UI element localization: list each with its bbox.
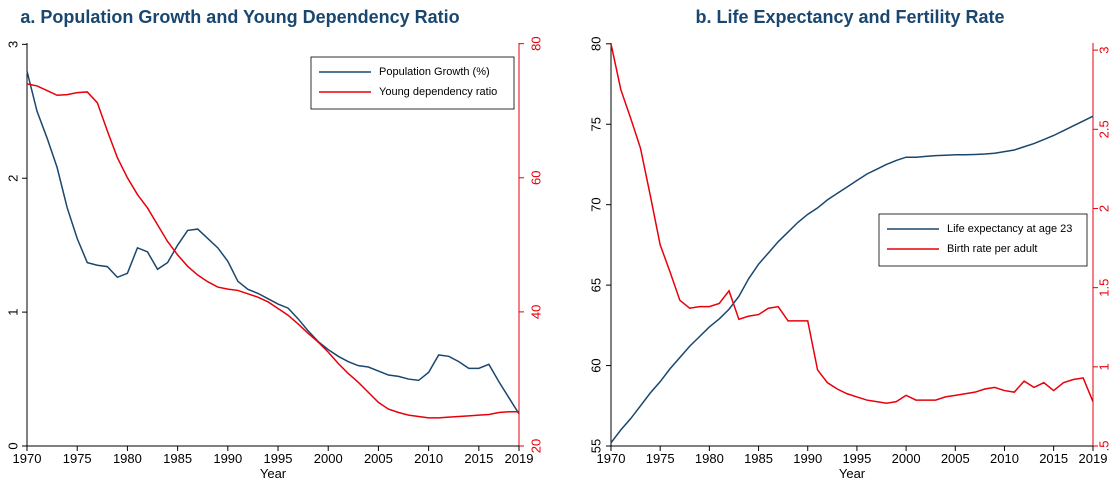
panel-title: b. Life Expectancy and Fertility Rate	[695, 7, 1004, 27]
x-axis-title: Year	[260, 466, 287, 481]
x-tick-label: 1990	[213, 451, 242, 466]
panel: b. Life Expectancy and Fertility Rate 55 6…	[588, 7, 1111, 481]
y-tick-label: 75	[588, 117, 603, 131]
legend-label: Population Growth (%)	[379, 66, 490, 78]
x-tick-label: 2010	[990, 451, 1019, 466]
panel-title: a. Population Growth and Young Dependenc…	[20, 7, 459, 27]
x-tick-label: 1985	[744, 451, 773, 466]
series-line	[26, 83, 519, 419]
y2-tick-label: 2	[1096, 205, 1111, 212]
panel: a. Population Growth and Young Dependenc…	[5, 7, 543, 481]
legend-label: Life expectancy at age 23	[947, 223, 1072, 235]
x-tick-label: 2015	[1039, 451, 1068, 466]
x-tick-label: 2019	[505, 451, 534, 466]
y2-tick-label: 1	[1096, 363, 1111, 370]
y-tick-label: 55	[588, 439, 603, 453]
series-line	[610, 43, 1094, 405]
legend-box	[878, 213, 1088, 267]
y2-tick-label: 3	[1096, 47, 1111, 54]
y2-tick-label: 2.5	[1096, 120, 1111, 138]
x-tick-label: 1990	[793, 451, 822, 466]
y-tick-label: 2	[5, 175, 20, 182]
y2-tick-label: .5	[1096, 441, 1111, 452]
x-tick-label: 1970	[597, 451, 626, 466]
y-tick-label: 1	[5, 308, 20, 315]
x-tick-label: 1995	[264, 451, 293, 466]
x-tick-label: 1975	[646, 451, 675, 466]
legend-label: Young dependency ratio	[379, 86, 497, 98]
y-tick-label: 70	[588, 197, 603, 211]
x-tick-label: 1995	[842, 451, 871, 466]
x-tick-label: 2000	[314, 451, 343, 466]
y-tick-label: 3	[5, 41, 20, 48]
x-tick-label: 1980	[113, 451, 142, 466]
series-line	[610, 115, 1094, 444]
y-tick-label: 80	[588, 37, 603, 51]
x-tick-label: 1970	[13, 451, 42, 466]
legend-box	[310, 56, 515, 110]
y-tick-label: 0	[5, 442, 20, 449]
y2-tick-label: 40	[528, 305, 543, 319]
y2-tick-label: 20	[528, 439, 543, 453]
y-tick-label: 60	[588, 358, 603, 372]
x-axis-title: Year	[839, 466, 866, 481]
legend-label: Birth rate per adult	[947, 243, 1038, 255]
x-tick-label: 2015	[464, 451, 493, 466]
x-tick-label: 2010	[414, 451, 443, 466]
y2-tick-label: 80	[528, 36, 543, 50]
y2-tick-label: 1.5	[1096, 279, 1111, 297]
y-tick-label: 65	[588, 278, 603, 292]
x-tick-label: 2000	[892, 451, 921, 466]
x-tick-label: 1980	[695, 451, 724, 466]
x-tick-label: 2019	[1079, 451, 1108, 466]
x-tick-label: 1975	[63, 451, 92, 466]
series-line	[26, 70, 520, 415]
y2-tick-label: 60	[528, 171, 543, 185]
x-tick-label: 2005	[364, 451, 393, 466]
x-tick-label: 2005	[941, 451, 970, 466]
x-tick-label: 1985	[163, 451, 192, 466]
